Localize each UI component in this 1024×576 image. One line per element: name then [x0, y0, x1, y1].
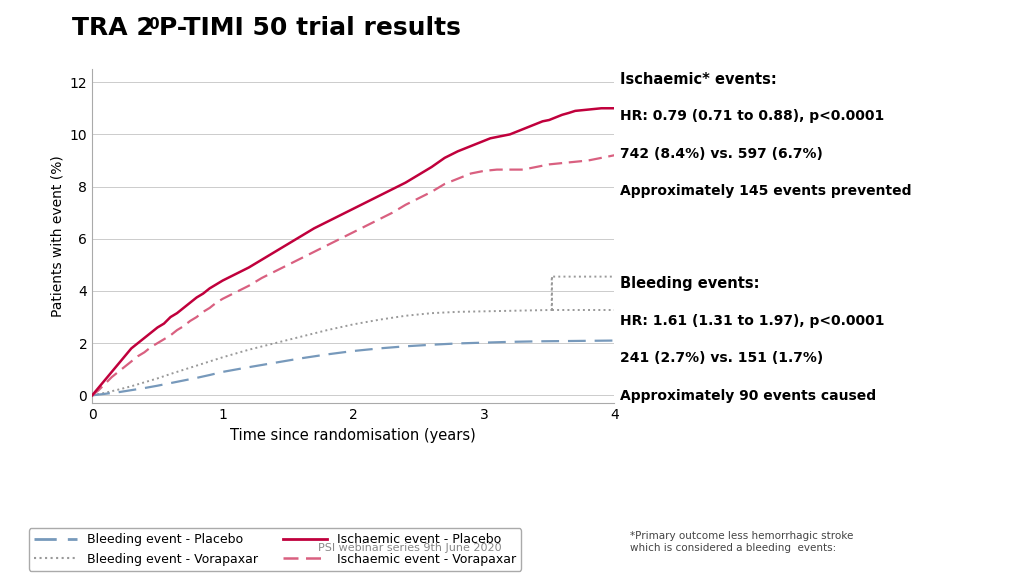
Text: P-TIMI 50 trial results: P-TIMI 50 trial results	[159, 16, 461, 40]
Text: Approximately 145 events prevented: Approximately 145 events prevented	[620, 184, 911, 198]
Y-axis label: Patients with event (%): Patients with event (%)	[50, 156, 65, 317]
X-axis label: Time since randomisation (years): Time since randomisation (years)	[230, 427, 476, 442]
Text: 742 (8.4%) vs. 597 (6.7%): 742 (8.4%) vs. 597 (6.7%)	[620, 147, 822, 161]
Text: TRA 2: TRA 2	[72, 16, 154, 40]
Text: 0: 0	[148, 17, 159, 32]
Text: PSI webinar series 9th June 2020: PSI webinar series 9th June 2020	[317, 543, 502, 553]
Text: HR: 1.61 (1.31 to 1.97), p<0.0001: HR: 1.61 (1.31 to 1.97), p<0.0001	[620, 314, 884, 328]
Legend: Bleeding event - Placebo, Bleeding event - Vorapaxar, Ischaemic event - Placebo,: Bleeding event - Placebo, Bleeding event…	[29, 528, 521, 571]
Text: Ischaemic* events:: Ischaemic* events:	[620, 72, 776, 87]
Text: Approximately 90 events caused: Approximately 90 events caused	[620, 389, 876, 403]
Text: *Primary outcome less hemorrhagic stroke
which is considered a bleeding  events:: *Primary outcome less hemorrhagic stroke…	[630, 531, 853, 553]
Text: 241 (2.7%) vs. 151 (1.7%): 241 (2.7%) vs. 151 (1.7%)	[620, 351, 822, 365]
Text: HR: 0.79 (0.71 to 0.88), p<0.0001: HR: 0.79 (0.71 to 0.88), p<0.0001	[620, 109, 884, 123]
Text: Bleeding events:: Bleeding events:	[620, 276, 759, 291]
